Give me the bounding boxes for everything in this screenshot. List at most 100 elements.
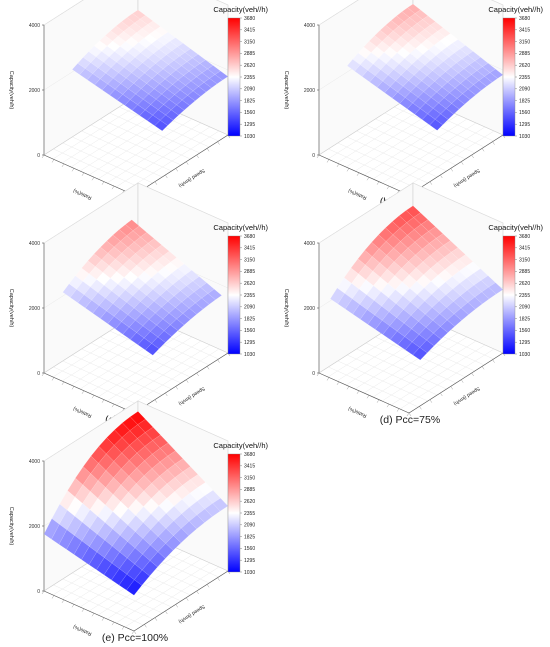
colorbar-label: 2885 <box>244 51 255 57</box>
ratio-tick <box>326 159 330 163</box>
ratio-tick <box>386 404 390 408</box>
colorbar-label: 3150 <box>244 257 255 263</box>
z-axis-title: Capacity(veh/h) <box>283 71 289 110</box>
surface-cell <box>145 343 160 356</box>
z-tick-label: 4000 <box>29 459 40 465</box>
wall-grid-line <box>43 0 229 26</box>
floor-grid-line <box>381 340 477 402</box>
wall-grid-line <box>318 0 504 26</box>
panel-caption: (d) Pcc=75% <box>380 414 440 426</box>
ratio-tick <box>111 186 115 190</box>
colorbar-label: 3150 <box>244 39 255 45</box>
ratio-tick <box>91 177 95 181</box>
colorbar-label: 3415 <box>519 28 530 34</box>
surface <box>330 205 504 361</box>
floor-grid-line <box>390 126 486 188</box>
ratio-axis-title: Ratio(%) <box>347 405 368 419</box>
surface-cell <box>196 508 213 523</box>
floor-grid-line <box>115 562 211 624</box>
ratio-tick <box>326 377 330 381</box>
speed-tick <box>154 617 158 621</box>
speed-tick <box>196 154 199 159</box>
ratio-tick <box>376 399 380 403</box>
ratio-axis <box>318 372 410 414</box>
speed-tick <box>206 584 210 588</box>
ratio-tick <box>346 386 350 390</box>
speed-tick <box>206 366 210 370</box>
colorbar-label: 2355 <box>519 75 530 81</box>
colorbar-label: 2885 <box>519 51 530 57</box>
z-tick-label: 0 <box>37 153 40 159</box>
wall-grid-line <box>43 182 229 244</box>
speed-tick <box>450 168 453 172</box>
z-tick-label: 4000 <box>304 241 315 247</box>
ratio-tick <box>41 154 45 159</box>
ratio-axis <box>43 590 135 632</box>
floor-grid-line <box>372 118 468 180</box>
chart-panel-c: 0 2000 4000 Capacity(veh/h) Ratio(%) Speed (k… <box>0 182 270 428</box>
floor-grid-line <box>100 118 191 160</box>
speed-tick <box>165 392 168 397</box>
z-tick-label: 4000 <box>29 241 40 247</box>
colorbar <box>502 235 516 355</box>
speed-tick <box>154 399 158 403</box>
colorbar-label: 1825 <box>244 316 255 322</box>
colorbar-title: Capacity(veh//h) <box>213 5 268 14</box>
speed-tick <box>471 372 474 377</box>
speed-axis-title: Speed (km/h) <box>177 603 206 624</box>
colorbar <box>502 17 516 137</box>
speed-tick <box>196 590 199 595</box>
floor-grid-line <box>109 112 200 154</box>
colorbar-label: 1295 <box>519 340 530 346</box>
floor-grid-line <box>90 124 182 166</box>
colorbar-title: Capacity(veh//h) <box>213 223 268 232</box>
colorbar-label: 2090 <box>519 305 530 311</box>
speed-tick <box>175 386 178 390</box>
ratio-tick <box>81 172 85 176</box>
speed-tick <box>186 161 189 165</box>
surface-plot: 0 2000 4000 Capacity(veh/h) Ratio(%) Speed (k… <box>8 182 268 426</box>
colorbar-label: 1560 <box>244 328 255 334</box>
chart-panel-d: 0 2000 4000 Capacity(veh/h) Ratio(%) Speed (k… <box>275 182 545 428</box>
floor-grid-line <box>106 122 202 184</box>
colorbar-label: 3680 <box>519 16 530 22</box>
ratio-tick <box>71 386 75 390</box>
surface-cell <box>460 302 476 315</box>
ratio-tick <box>51 595 55 599</box>
speed-axis <box>133 134 229 196</box>
colorbar-label: 1030 <box>519 134 530 140</box>
colorbar-label: 1030 <box>244 570 255 576</box>
colorbar-label: 2090 <box>519 87 530 93</box>
speed-tick <box>133 630 137 635</box>
colorbar-label: 2090 <box>244 523 255 529</box>
surface-cell <box>141 560 158 577</box>
speed-axis <box>133 352 229 414</box>
colorbar-label: 1560 <box>244 110 255 116</box>
surface-cell <box>126 579 143 596</box>
chart-panel-e: 0 2000 4000 Capacity(veh/h) Ratio(%) Speed (k… <box>0 400 270 646</box>
colorbar-label: 1825 <box>519 316 530 322</box>
speed-axis-title: Speed (km/h) <box>452 385 481 406</box>
speed-tick <box>144 624 147 628</box>
ratio-tick <box>101 617 105 621</box>
floor-grid-line <box>90 342 182 384</box>
speed-axis <box>408 134 504 196</box>
floor-grid-line <box>124 348 220 410</box>
colorbar-label: 2885 <box>519 269 530 275</box>
surface-cell <box>481 286 497 300</box>
speed-tick <box>175 604 178 608</box>
floor-grid-line <box>124 566 220 628</box>
colorbar-label: 1825 <box>244 98 255 104</box>
ratio-tick <box>81 608 85 612</box>
z-tick-label: 0 <box>312 371 315 377</box>
speed-tick <box>217 359 220 363</box>
surface-plot: 0 2000 4000 Capacity(veh/h) Ratio(%) Speed (k… <box>283 182 543 426</box>
colorbar-label: 3680 <box>244 452 255 458</box>
colorbar-label: 1825 <box>244 534 255 540</box>
speed-tick <box>186 597 189 601</box>
z-tick-label: 2000 <box>304 306 315 312</box>
ratio-tick <box>61 381 65 385</box>
speed-axis-title: Speed (km/h) <box>452 167 481 188</box>
z-axis-title: Capacity(veh/h) <box>8 289 14 328</box>
surface <box>43 411 229 596</box>
